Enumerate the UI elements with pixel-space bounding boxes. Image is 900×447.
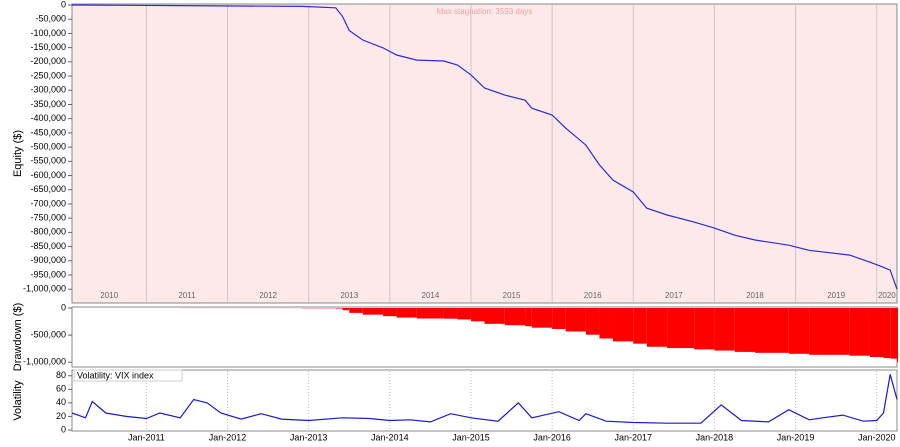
y-tick-label: -900,000 xyxy=(30,255,66,265)
drawdown-bar xyxy=(809,308,850,355)
year-label: 2012 xyxy=(259,291,277,300)
year-label: 2019 xyxy=(827,291,845,300)
x-tick-label: Jan-2014 xyxy=(371,432,409,442)
drawdown-bar xyxy=(457,308,471,320)
x-tick-label: Jan-2020 xyxy=(858,432,896,442)
y-tick-label: 60 xyxy=(56,384,66,394)
drawdown-bar xyxy=(525,308,532,327)
y-tick-label: -950,000 xyxy=(30,269,66,279)
drawdown-bar xyxy=(694,308,715,350)
x-tick-label: Jan-2016 xyxy=(533,432,571,442)
drawdown-bar xyxy=(897,308,898,363)
y-tick-label: -150,000 xyxy=(30,42,66,52)
drawdown-bar xyxy=(484,308,505,324)
year-label: 2020 xyxy=(878,291,896,300)
drawdown-bar xyxy=(646,308,668,347)
x-tick-label: Jan-2017 xyxy=(615,432,653,442)
drawdown-bar xyxy=(585,308,600,335)
drawdown-bar xyxy=(667,308,695,349)
y-tick-label: -1,000,000 xyxy=(23,357,66,367)
data-line xyxy=(71,4,898,290)
year-label: 2010 xyxy=(100,291,118,300)
panel xyxy=(71,3,898,304)
y-tick-label: -350,000 xyxy=(30,99,66,109)
drawdown-bar xyxy=(342,308,350,311)
x-tick-label: Jan-2012 xyxy=(209,432,247,442)
legend-box xyxy=(73,369,183,382)
drawdown-bar xyxy=(599,308,613,339)
year-label: 2011 xyxy=(178,291,196,300)
y-tick-label: 0 xyxy=(61,424,66,434)
x-tick-label: Jan-2013 xyxy=(290,432,328,442)
y-tick-label: -650,000 xyxy=(30,184,66,194)
y-tick-label: -50,000 xyxy=(35,14,66,24)
y-axis-title: Equity ($) xyxy=(12,130,24,177)
drawdown-bar xyxy=(396,308,417,318)
drawdown-bar xyxy=(531,308,553,328)
year-label: 2017 xyxy=(665,291,683,300)
y-axis-title: Drawdown ($) xyxy=(12,303,24,371)
x-tick-label: Jan-2018 xyxy=(696,432,734,442)
drawdown-bar xyxy=(470,308,485,322)
drawdown-bar xyxy=(504,308,526,326)
drawdown-bar xyxy=(788,308,810,354)
drawdown-bar xyxy=(869,308,884,358)
x-tick-label: Jan-2019 xyxy=(777,432,815,442)
y-tick-label: -200,000 xyxy=(30,56,66,66)
drawdown-bar xyxy=(565,308,586,332)
year-label: 2014 xyxy=(422,291,440,300)
y-tick-label: 0 xyxy=(61,302,66,312)
drawdown-bar xyxy=(552,308,566,329)
drawdown-bar xyxy=(349,308,363,313)
y-tick-label: -300,000 xyxy=(30,85,66,95)
drawdown-bar xyxy=(714,308,735,351)
x-tick-label: Jan-2015 xyxy=(452,432,490,442)
y-tick-label: -1,000,000 xyxy=(23,284,66,294)
drawdown-bar xyxy=(362,308,384,315)
y-tick-label: 80 xyxy=(56,370,66,380)
y-tick-label: -400,000 xyxy=(30,113,66,123)
y-tick-label: -500,000 xyxy=(30,141,66,151)
annotation: Max stagnation: 3593 days xyxy=(437,7,533,16)
drawdown-bar xyxy=(383,308,397,317)
y-tick-label: -600,000 xyxy=(30,170,66,180)
y-tick-label: 0 xyxy=(61,0,66,9)
y-axis-title: Volatility xyxy=(12,380,24,421)
drawdown-bar xyxy=(754,308,789,353)
drawdown-bar xyxy=(849,308,870,356)
year-label: 2013 xyxy=(340,291,358,300)
y-tick-label: -500,000 xyxy=(30,329,66,339)
y-tick-label: -100,000 xyxy=(30,28,66,38)
drawdown-bar xyxy=(612,308,634,342)
legend-label: Volatility: VIX index xyxy=(77,370,154,380)
y-tick-label: -850,000 xyxy=(30,241,66,251)
y-tick-label: -700,000 xyxy=(30,198,66,208)
drawdown-bar xyxy=(890,308,897,359)
drawdown-bar xyxy=(734,308,755,352)
drawdown-bar xyxy=(633,308,647,344)
year-label: 2015 xyxy=(503,291,521,300)
y-tick-label: -800,000 xyxy=(30,227,66,237)
drawdown-bar xyxy=(416,308,444,319)
year-label: 2016 xyxy=(584,291,602,300)
drawdown-bar xyxy=(335,308,343,309)
y-tick-label: 20 xyxy=(56,411,66,421)
y-tick-label: -750,000 xyxy=(30,213,66,223)
y-tick-label: 40 xyxy=(56,397,66,407)
y-tick-label: -250,000 xyxy=(30,70,66,80)
y-tick-label: -550,000 xyxy=(30,156,66,166)
x-tick-label: Jan-2011 xyxy=(128,432,165,442)
y-tick-label: -450,000 xyxy=(30,127,66,137)
drawdown-bar xyxy=(883,308,891,359)
year-label: 2018 xyxy=(746,291,764,300)
data-line xyxy=(71,374,898,424)
drawdown-bar xyxy=(443,308,458,319)
